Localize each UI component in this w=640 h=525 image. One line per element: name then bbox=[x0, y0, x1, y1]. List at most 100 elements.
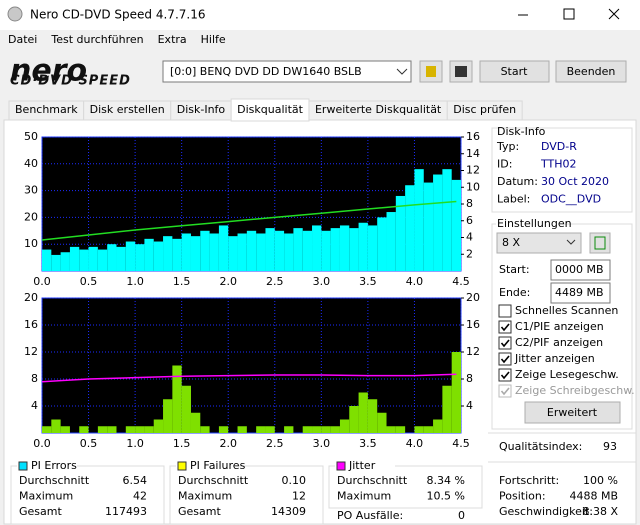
bar bbox=[153, 419, 164, 433]
dropdown-arrow bbox=[396, 68, 408, 75]
bar bbox=[339, 225, 350, 271]
bar bbox=[42, 249, 52, 271]
bar bbox=[284, 426, 294, 433]
x-tick-label: 4.5 bbox=[452, 437, 470, 450]
plot-area bbox=[41, 297, 462, 434]
y-tick-label: 20 bbox=[24, 291, 38, 304]
tab-label: Disc prüfen bbox=[453, 103, 516, 116]
bar bbox=[442, 385, 452, 433]
bar bbox=[256, 233, 266, 271]
bar bbox=[367, 225, 378, 271]
exit-button[interactable] bbox=[555, 60, 627, 83]
menu-item[interactable]: Hilfe bbox=[201, 33, 226, 46]
x-tick-label: 1.0 bbox=[126, 437, 144, 450]
x-tick-label: 3.5 bbox=[359, 437, 377, 450]
group-title: Jitter bbox=[348, 459, 376, 472]
stat-value: 8.34 % bbox=[427, 474, 465, 487]
stat-value: 14309 bbox=[271, 505, 306, 518]
x-tick-label: 0.0 bbox=[33, 275, 51, 288]
color-swatch bbox=[18, 461, 28, 471]
group-title-bg bbox=[496, 218, 562, 230]
advanced-label: Erweitert bbox=[547, 406, 598, 419]
bar bbox=[377, 412, 387, 433]
bar bbox=[144, 238, 154, 271]
quality-value: 93 bbox=[603, 440, 617, 453]
speed-select[interactable] bbox=[496, 232, 582, 254]
menu-item[interactable]: Extra bbox=[158, 33, 187, 46]
group-title: PI Failures bbox=[190, 459, 246, 472]
checkbox[interactable] bbox=[498, 320, 512, 334]
checkbox[interactable] bbox=[498, 336, 512, 350]
y2-tick-label: 2 bbox=[466, 247, 473, 260]
checkbox[interactable] bbox=[498, 352, 512, 366]
maximize-button[interactable] bbox=[563, 8, 575, 20]
checkbox-label: Jitter anzeigen bbox=[514, 352, 595, 365]
menu-item[interactable]: Datei bbox=[8, 33, 37, 46]
x-tick-label: 1.5 bbox=[173, 275, 191, 288]
y-tick-label: 20 bbox=[24, 210, 38, 223]
x-tick-label: 3.0 bbox=[313, 437, 331, 450]
stats-group bbox=[169, 465, 324, 525]
bar bbox=[209, 233, 219, 271]
checkmark bbox=[500, 323, 510, 332]
bar bbox=[181, 233, 191, 271]
y2-tick-label: 4 bbox=[466, 231, 473, 244]
info-value: DVD-R bbox=[541, 140, 577, 153]
bar bbox=[451, 352, 461, 433]
bar bbox=[433, 419, 443, 433]
checkbox[interactable] bbox=[498, 304, 512, 318]
stat-label: Maximum bbox=[337, 490, 391, 503]
start-label: Start: bbox=[499, 263, 530, 276]
bar bbox=[321, 426, 331, 433]
start-button[interactable] bbox=[479, 60, 550, 83]
y-tick-label: 10 bbox=[24, 237, 38, 250]
progress-value: 100 % bbox=[583, 474, 618, 487]
checkbox-label: C1/PIE anzeigen bbox=[515, 320, 604, 333]
menu-item[interactable]: Test durchführen bbox=[50, 33, 143, 46]
bar bbox=[395, 195, 406, 271]
stat-value: 0.10 bbox=[282, 474, 307, 487]
po-value: 0 bbox=[458, 509, 465, 522]
end-label: Ende: bbox=[499, 286, 530, 299]
info-label: Datum: bbox=[497, 175, 538, 188]
eject-icon bbox=[426, 66, 436, 77]
bar bbox=[433, 174, 443, 271]
start-input[interactable] bbox=[550, 259, 611, 281]
stat-label: Durchschnitt bbox=[19, 474, 90, 487]
checkbox[interactable] bbox=[498, 368, 512, 382]
stat-value: 6.54 bbox=[123, 474, 148, 487]
refresh-button[interactable] bbox=[589, 232, 611, 254]
speed-value: 8 X bbox=[502, 236, 520, 249]
y-tick-label: 50 bbox=[24, 130, 38, 143]
quality-label: Qualitätsindex: bbox=[499, 440, 582, 453]
x-tick-label: 2.5 bbox=[266, 275, 284, 288]
bar bbox=[237, 426, 247, 433]
close-button[interactable] bbox=[608, 8, 620, 20]
refresh-icon bbox=[594, 236, 606, 250]
bar bbox=[107, 426, 117, 433]
bar bbox=[218, 225, 229, 271]
bar bbox=[339, 419, 350, 433]
bar bbox=[358, 392, 368, 433]
y2-tick-label: 8 bbox=[466, 372, 473, 385]
bar bbox=[88, 246, 98, 271]
bar bbox=[60, 426, 70, 433]
y-tick-label: 30 bbox=[24, 184, 38, 197]
info-value: ODC__DVD bbox=[541, 193, 601, 206]
bar bbox=[200, 230, 210, 271]
bar bbox=[144, 426, 154, 433]
bar bbox=[181, 385, 191, 433]
logo-product: CD·DVD SPEED bbox=[10, 74, 131, 89]
tab[interactable] bbox=[446, 100, 523, 121]
advanced-button[interactable] bbox=[524, 401, 621, 424]
drive-select[interactable] bbox=[162, 60, 412, 83]
end-input[interactable] bbox=[550, 282, 611, 304]
bar bbox=[153, 241, 164, 271]
bar bbox=[330, 228, 340, 271]
bar bbox=[302, 426, 313, 433]
bar bbox=[395, 426, 406, 433]
group-title-bg bbox=[176, 460, 236, 472]
bar bbox=[51, 419, 61, 433]
bar bbox=[135, 426, 145, 433]
